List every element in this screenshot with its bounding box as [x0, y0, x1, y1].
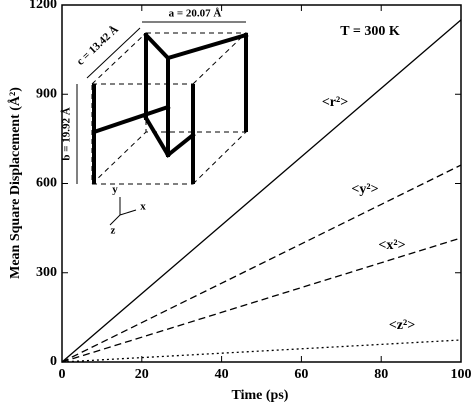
series-label: <z²> [389, 318, 415, 333]
annotation: T = 300 K [340, 24, 400, 39]
y-tick-label: 300 [36, 265, 57, 280]
series-line [61, 237, 462, 363]
y-tick-label: 0 [50, 354, 57, 369]
annotation: c = 13.42 Å [75, 23, 121, 67]
x-tick-label: 80 [374, 367, 388, 382]
inset-structure [76, 21, 249, 226]
y-tick-label: 900 [36, 86, 57, 101]
x-tick-label: 40 [215, 367, 229, 382]
series-label: <x²> [378, 238, 405, 253]
series-line [61, 19, 462, 363]
series-line [61, 164, 462, 363]
annotation: b = 19.92 Å [61, 107, 73, 160]
series-label: <y²> [351, 182, 378, 197]
series-line [61, 339, 462, 363]
x-tick-label: 0 [59, 367, 66, 382]
annotation: z [111, 225, 116, 237]
y-tick-label: 1200 [29, 0, 57, 12]
y-axis-label: Mean Square Displacement (Å²) [7, 87, 23, 279]
x-tick-label: 20 [135, 367, 149, 382]
x-tick-label: 100 [451, 367, 472, 382]
annotation: x [140, 201, 146, 213]
y-tick-label: 600 [36, 176, 57, 191]
x-axis-label: Time (ps) [232, 388, 289, 403]
annotation: y [112, 184, 118, 196]
annotation: a = 20.07 Å [169, 8, 222, 20]
series-label: <r²> [322, 95, 348, 110]
x-tick-label: 60 [294, 367, 308, 382]
